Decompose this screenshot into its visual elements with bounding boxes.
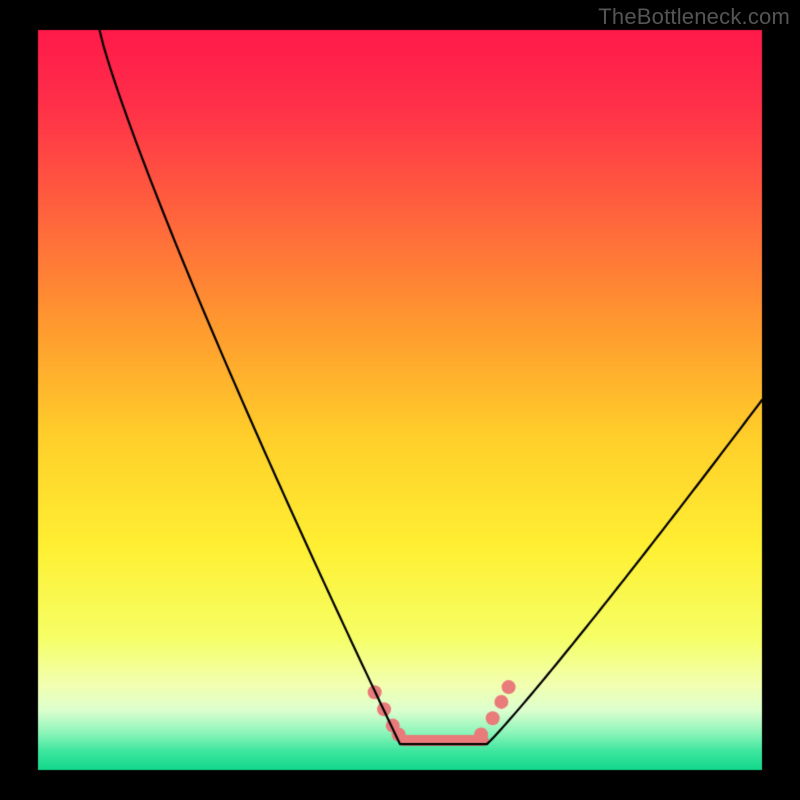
bottleneck-curve-chart xyxy=(0,0,800,800)
watermark-text: TheBottleneck.com xyxy=(598,4,790,30)
